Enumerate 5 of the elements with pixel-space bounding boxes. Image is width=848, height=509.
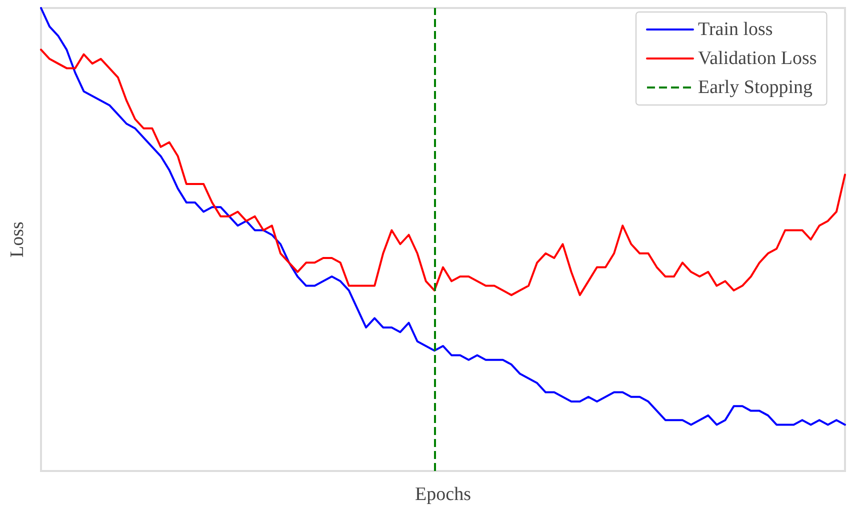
legend-label: Train loss [698, 19, 773, 40]
y-axis-title: Loss [7, 222, 28, 258]
text: Early Stopping [698, 77, 813, 98]
x-axis-title: Epochs [415, 484, 471, 505]
legend-label: Validation Loss [698, 48, 817, 69]
